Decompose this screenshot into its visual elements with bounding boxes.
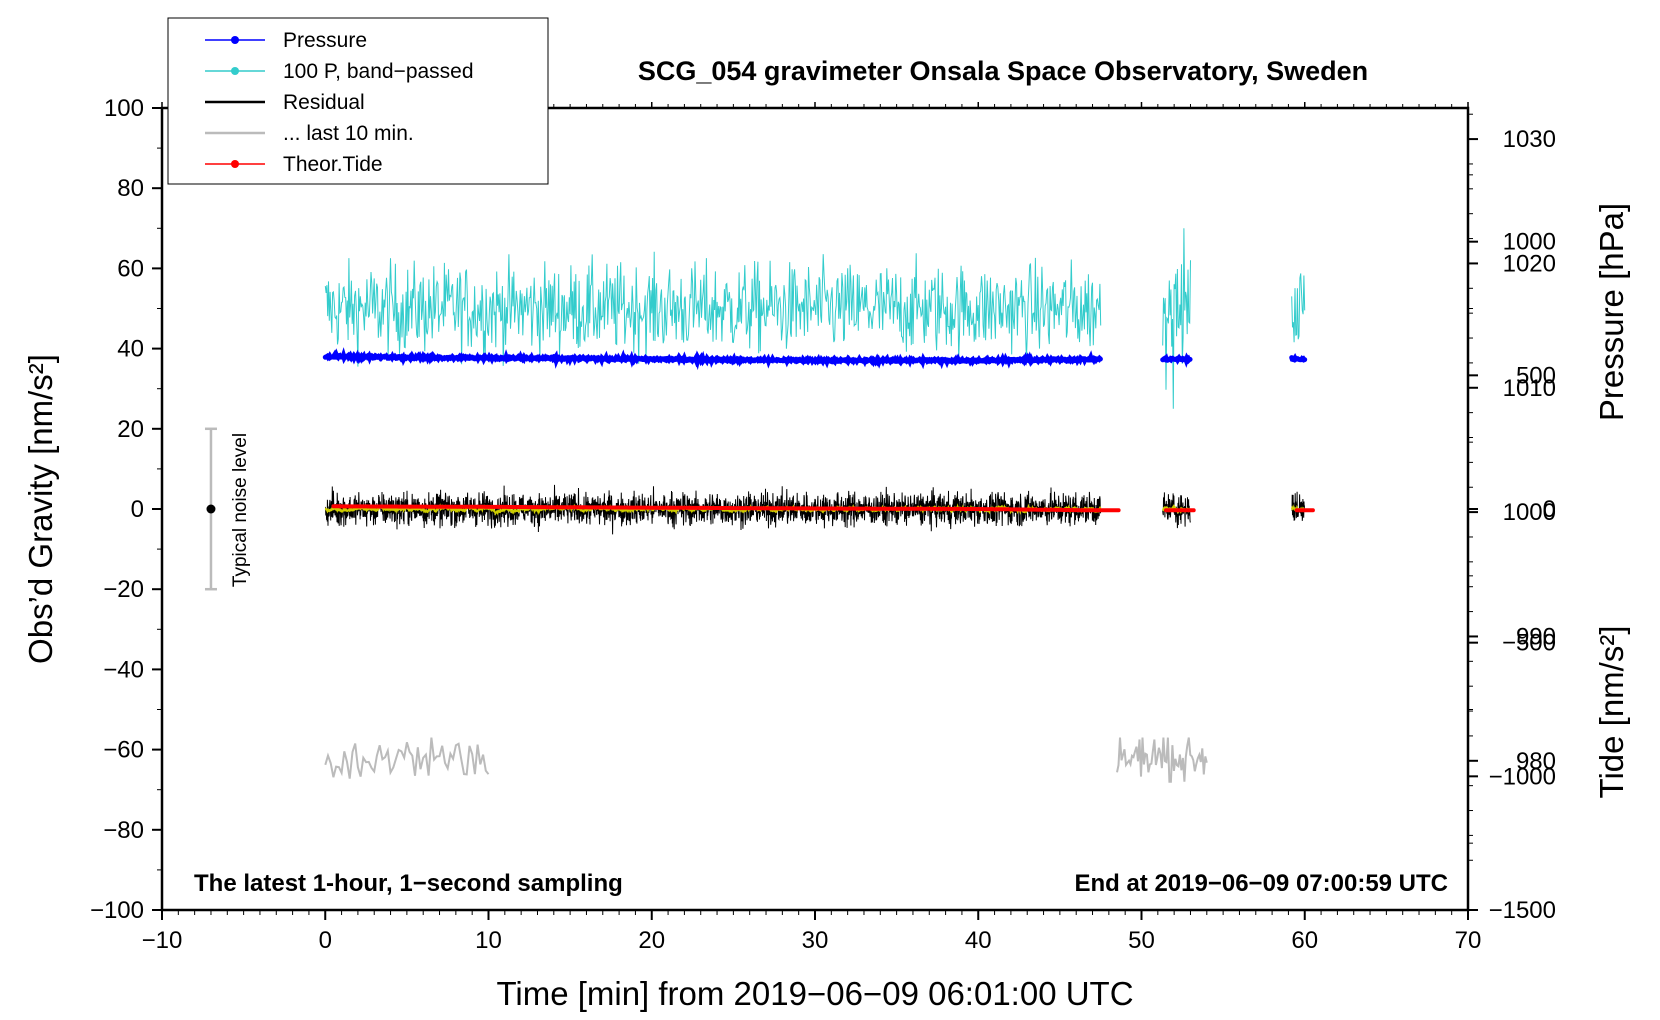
pressure-tick-label: 1020 xyxy=(1503,250,1556,277)
noise-level-label: Typical noise level xyxy=(230,433,251,587)
bandpassed-trace xyxy=(324,251,1102,367)
legend-label: ... last 10 min. xyxy=(283,122,414,145)
last10-trace xyxy=(324,737,490,779)
legend-label: Residual xyxy=(283,91,365,114)
tide-trace xyxy=(331,504,1100,513)
tide-tick-label: 1000 xyxy=(1503,229,1556,256)
y-tick-label: 60 xyxy=(117,255,144,282)
legend-marker xyxy=(231,67,239,75)
legend-label: Theor.Tide xyxy=(283,153,383,176)
y-tick-label: 100 xyxy=(104,95,144,122)
x-axis-title: Time [min] from 2019−06−09 06:01:00 UTC xyxy=(496,975,1133,1012)
x-tick-label: 20 xyxy=(638,927,665,954)
tide-tick-label: 0 xyxy=(1543,496,1556,523)
x-tick-label: −10 xyxy=(142,927,183,954)
tide-axis-title: Tide [nm/s²] xyxy=(1593,626,1630,799)
x-tick-label: 40 xyxy=(965,927,992,954)
x-tick-label: 30 xyxy=(802,927,829,954)
axes-layer: −10 0 10 20 30 40 50 60 70100806040200−20−40−60−… xyxy=(90,95,1556,954)
pressure-tick-label: 1030 xyxy=(1503,126,1556,153)
residual-trace xyxy=(325,484,1102,535)
tide-tick-label: −1500 xyxy=(1489,897,1556,924)
pressure-axis-title: Pressure [hPa] xyxy=(1593,203,1630,421)
legend-marker xyxy=(231,36,239,44)
note-left: The latest 1-hour, 1−second sampling xyxy=(194,870,623,897)
legend-label: 100 P, band−passed xyxy=(283,60,474,83)
x-tick-label: 10 xyxy=(475,927,502,954)
pressure-trace xyxy=(1289,352,1308,364)
bandpassed-trace xyxy=(1162,228,1191,409)
pressure-tick-label: 980 xyxy=(1516,748,1556,775)
y-tick-label: 80 xyxy=(117,175,144,202)
y-tick-label: 20 xyxy=(117,416,144,443)
pressure-trace xyxy=(322,347,1103,371)
y-tick-label: −80 xyxy=(103,817,144,844)
x-tick-label: 70 xyxy=(1455,927,1482,954)
note-right: End at 2019−06−09 07:00:59 UTC xyxy=(1074,870,1448,897)
x-tick-label: 60 xyxy=(1291,927,1318,954)
tide-tick-label: 500 xyxy=(1516,362,1556,389)
legend-marker xyxy=(231,160,239,168)
y-tick-label: −100 xyxy=(90,897,144,924)
y-tick-label: −60 xyxy=(103,737,144,764)
bandpassed-trace xyxy=(1291,273,1306,343)
y-axis-title: Obs’d Gravity [nm/s²] xyxy=(22,354,59,664)
residual-trace xyxy=(1291,491,1305,521)
y-tick-label: 0 xyxy=(131,496,144,523)
y-tick-label: −40 xyxy=(103,656,144,683)
tide-tick-label: −1000 xyxy=(1489,763,1556,790)
last10-trace xyxy=(1116,737,1208,783)
noise-bar-center-dot xyxy=(206,504,216,514)
tide-tick-label: −500 xyxy=(1502,630,1556,657)
pressure-tick-label: 1010 xyxy=(1503,375,1556,402)
x-tick-label: 0 xyxy=(319,927,332,954)
x-tick-label: 50 xyxy=(1128,927,1155,954)
chart-title: SCG_054 gravimeter Onsala Space Observat… xyxy=(638,56,1368,86)
pressure-tick-label: 1000 xyxy=(1503,499,1556,526)
legend-label: Pressure xyxy=(283,29,367,52)
y-tick-label: −20 xyxy=(103,576,144,603)
pressure-tick-label: 990 xyxy=(1516,623,1556,650)
y-tick-label: 40 xyxy=(117,336,144,363)
legend: Pressure 100 P, band−passed Residual ... la… xyxy=(167,17,549,185)
data-layer xyxy=(322,228,1315,783)
pressure-trace xyxy=(1160,352,1193,368)
